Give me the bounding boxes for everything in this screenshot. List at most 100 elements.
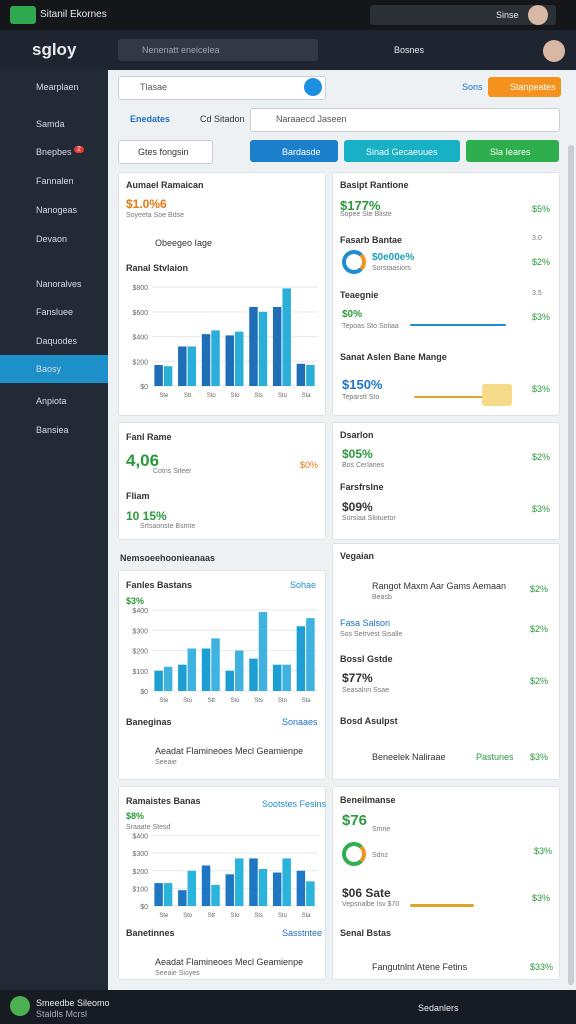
item: Aeadat Flamineoes Mecl Geamienpe [155, 957, 304, 967]
percent: $2% [530, 584, 549, 594]
header-search[interactable] [118, 39, 318, 61]
blue-button[interactable] [250, 140, 338, 162]
teal-button[interactable] [344, 140, 460, 162]
metric: $1.0%6 [126, 197, 167, 211]
card-title: Fliam [126, 491, 150, 501]
note: Srtsaonste Bsmte [140, 523, 196, 530]
donut [342, 842, 366, 866]
sidebar-active[interactable] [0, 355, 108, 383]
bar [258, 612, 268, 691]
bar [282, 664, 291, 691]
orange-button[interactable] [488, 77, 561, 97]
bar [211, 638, 220, 691]
y-tick-label: $400 [132, 834, 148, 841]
bar [154, 365, 163, 386]
bar [306, 881, 315, 906]
bar [211, 330, 220, 386]
tab: Enedates [130, 114, 171, 124]
row-title: Bossl Gstde [340, 654, 393, 664]
bar [163, 666, 173, 691]
nav-item: Anpiota [36, 396, 67, 406]
dropdown-btn[interactable] [304, 78, 322, 96]
search-box[interactable] [250, 108, 560, 132]
y-tick-label: $100 [132, 886, 148, 893]
note: Sos Setrvest Sisalle [340, 631, 403, 638]
metric: $77% [342, 671, 373, 685]
x-tick-label: Sto [230, 393, 240, 399]
percent: $2% [532, 257, 551, 267]
note: Tepoas Sto Sotiaa [342, 323, 399, 330]
bar [178, 346, 187, 386]
row-title: Fasa Salson [340, 618, 391, 628]
metric: $8% [126, 811, 145, 821]
card-title: Fanles Bastans [126, 580, 193, 590]
x-tick-label: Sto [230, 698, 240, 704]
link: Sonaaes [282, 717, 318, 727]
y-tick-label: $0 [140, 689, 148, 696]
x-tick-label: Sto [278, 393, 288, 399]
row-title: Fasarb Bantae [340, 235, 403, 245]
metric: $150% [342, 377, 383, 392]
percent: $2% [530, 624, 549, 634]
legend: Sohae [290, 580, 317, 590]
slider [410, 324, 506, 326]
metric: $06 Sate [342, 886, 391, 900]
card [118, 786, 326, 980]
note: Sopee Ste Bliste [340, 211, 392, 218]
footer-status: Sedanlers [418, 1003, 459, 1013]
x-tick-label: Ste [159, 913, 169, 919]
green-button[interactable] [466, 140, 559, 162]
metric: 4,06 [126, 451, 160, 470]
top-search[interactable] [370, 5, 556, 25]
badge: Pastunes [476, 752, 514, 762]
link: Sons [462, 82, 483, 92]
x-tick-label: Stt [184, 393, 192, 399]
y-tick-label: $300 [132, 628, 148, 635]
card-title: Aumael Ramaican [126, 180, 204, 190]
chart-title: Ranal Stvlaion [126, 263, 189, 273]
slider [410, 904, 474, 907]
link: Sasstntee [282, 928, 323, 938]
footer-avatar [10, 996, 30, 1016]
bar [211, 884, 220, 906]
bar [187, 648, 197, 691]
legend: Sootstes Fesins [262, 799, 327, 809]
dropdown[interactable] [118, 76, 326, 100]
nav-item: Fansluee [36, 307, 74, 317]
x-tick-label: Sto [230, 913, 240, 919]
note: Vepsnalbe Isv $70 [342, 901, 400, 908]
percent: $3% [532, 504, 551, 514]
scrollbar [568, 145, 574, 985]
app-title: Sitanil Ekornes [40, 9, 107, 20]
bar-chart: $0 $100 $200 $300 $400 Ste Sto Stt Sto Sts Sto Sta [132, 608, 318, 704]
y-tick-label: $0 [140, 904, 148, 911]
filter-button[interactable] [118, 140, 213, 164]
search-placeholder: Nenenatt eneicelea [142, 45, 220, 55]
card [332, 422, 560, 540]
x-tick-label: Stt [208, 913, 216, 919]
nav-item: Devaon [36, 234, 68, 244]
nav-item: Fannalen [36, 176, 74, 186]
sidebar [0, 70, 108, 990]
bar [235, 650, 244, 691]
row-aside: 3.0 [532, 235, 542, 242]
row-aside: 3.5 [532, 290, 542, 297]
card [332, 786, 560, 980]
button-label: Stanpeates [510, 82, 556, 92]
note: Bos Cerlanes [342, 462, 385, 469]
x-tick-label: Sta [302, 913, 312, 919]
bar [296, 363, 306, 386]
row-title: Farsfrslne [340, 482, 384, 492]
bar [201, 334, 211, 386]
metric: $0e00e% [372, 252, 415, 263]
logo: sgloy [32, 40, 77, 59]
footer-sub: Staldls Mcrsl [36, 1009, 88, 1019]
donut [342, 250, 366, 274]
x-tick-label: Sta [302, 698, 312, 704]
nav-item: Daquodes [36, 336, 78, 346]
x-tick-label: Sta [302, 393, 312, 399]
footer-bar [0, 990, 576, 1024]
note: Cotns Siteer [153, 468, 192, 475]
bar [249, 306, 258, 386]
bar-chart: $0 $100 $200 $300 $400 Ste Sto Stt Sto Sts Sto Sta [132, 834, 318, 919]
